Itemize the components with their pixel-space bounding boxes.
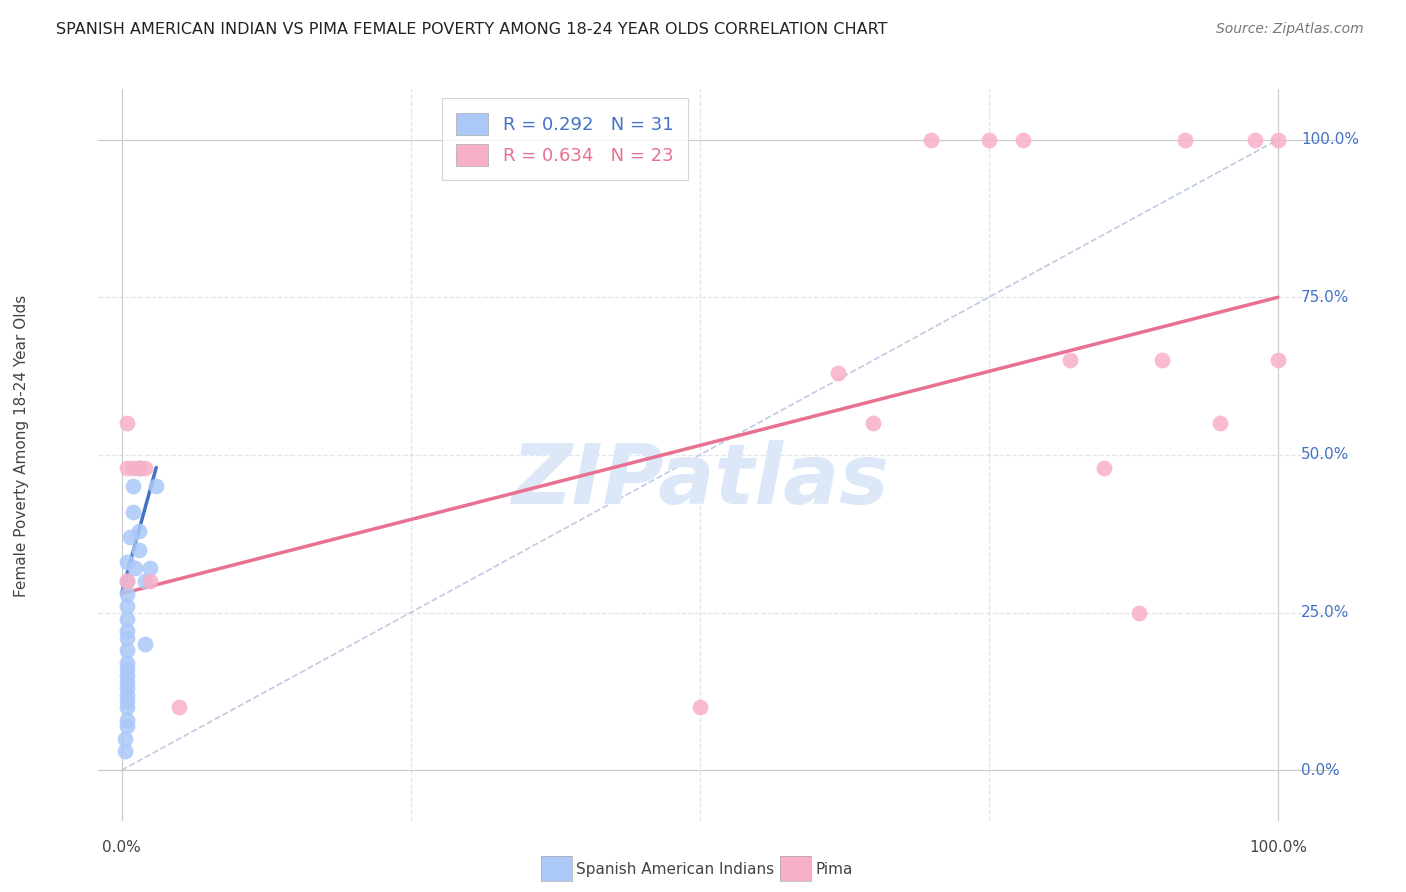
Point: [117, 700, 139, 714]
Point: [1209, 417, 1232, 431]
Point: [117, 574, 139, 588]
Point: [117, 681, 139, 696]
Text: Female Poverty Among 18-24 Year Olds: Female Poverty Among 18-24 Year Olds: [14, 295, 28, 597]
Point: [689, 700, 711, 714]
Point: [145, 479, 167, 493]
Point: [122, 505, 145, 519]
Point: [117, 713, 139, 727]
Point: [117, 631, 139, 645]
Point: [1094, 460, 1116, 475]
Text: 25.0%: 25.0%: [1301, 605, 1350, 620]
Point: [169, 700, 191, 714]
Text: ZIPatlas: ZIPatlas: [510, 440, 889, 521]
Text: 75.0%: 75.0%: [1301, 290, 1350, 305]
Point: [117, 587, 139, 601]
Point: [117, 656, 139, 670]
Point: [117, 643, 139, 657]
Point: [128, 460, 150, 475]
Point: [124, 561, 146, 575]
Point: [117, 668, 139, 682]
Text: 0.0%: 0.0%: [103, 839, 141, 855]
Point: [1267, 353, 1289, 368]
Text: SPANISH AMERICAN INDIAN VS PIMA FEMALE POVERTY AMONG 18-24 YEAR OLDS CORRELATION: SPANISH AMERICAN INDIAN VS PIMA FEMALE P…: [56, 22, 887, 37]
Text: Spanish American Indians: Spanish American Indians: [576, 863, 775, 877]
Point: [128, 460, 150, 475]
Point: [139, 561, 162, 575]
Point: [117, 624, 139, 639]
Text: 100.0%: 100.0%: [1301, 132, 1360, 147]
Point: [122, 479, 145, 493]
Point: [1059, 353, 1081, 368]
Point: [977, 133, 1000, 147]
Point: [128, 524, 150, 538]
Point: [117, 460, 139, 475]
Point: [134, 460, 156, 475]
Point: [1012, 133, 1035, 147]
Point: [920, 133, 942, 147]
Point: [118, 530, 141, 544]
Point: [862, 417, 884, 431]
Point: [1243, 133, 1265, 147]
Point: [117, 599, 139, 614]
Point: [128, 542, 150, 557]
Point: [122, 460, 145, 475]
Text: 0.0%: 0.0%: [1301, 763, 1340, 778]
Point: [114, 744, 136, 758]
Point: [117, 612, 139, 626]
Text: Source: ZipAtlas.com: Source: ZipAtlas.com: [1216, 22, 1364, 37]
Point: [134, 637, 156, 651]
Point: [827, 366, 849, 380]
Point: [1152, 353, 1174, 368]
Point: [117, 555, 139, 569]
Point: [117, 694, 139, 708]
Point: [114, 731, 136, 746]
Point: [117, 674, 139, 689]
Point: [1174, 133, 1197, 147]
Point: [117, 688, 139, 702]
Text: 50.0%: 50.0%: [1301, 448, 1350, 462]
Text: Pima: Pima: [815, 863, 853, 877]
Point: [1267, 133, 1289, 147]
Legend: R = 0.292   N = 31, R = 0.634   N = 23: R = 0.292 N = 31, R = 0.634 N = 23: [441, 98, 688, 180]
Text: 100.0%: 100.0%: [1249, 839, 1308, 855]
Point: [134, 574, 156, 588]
Point: [139, 574, 162, 588]
Point: [117, 574, 139, 588]
Point: [117, 662, 139, 676]
Point: [117, 417, 139, 431]
Point: [117, 719, 139, 733]
Point: [1128, 606, 1150, 620]
